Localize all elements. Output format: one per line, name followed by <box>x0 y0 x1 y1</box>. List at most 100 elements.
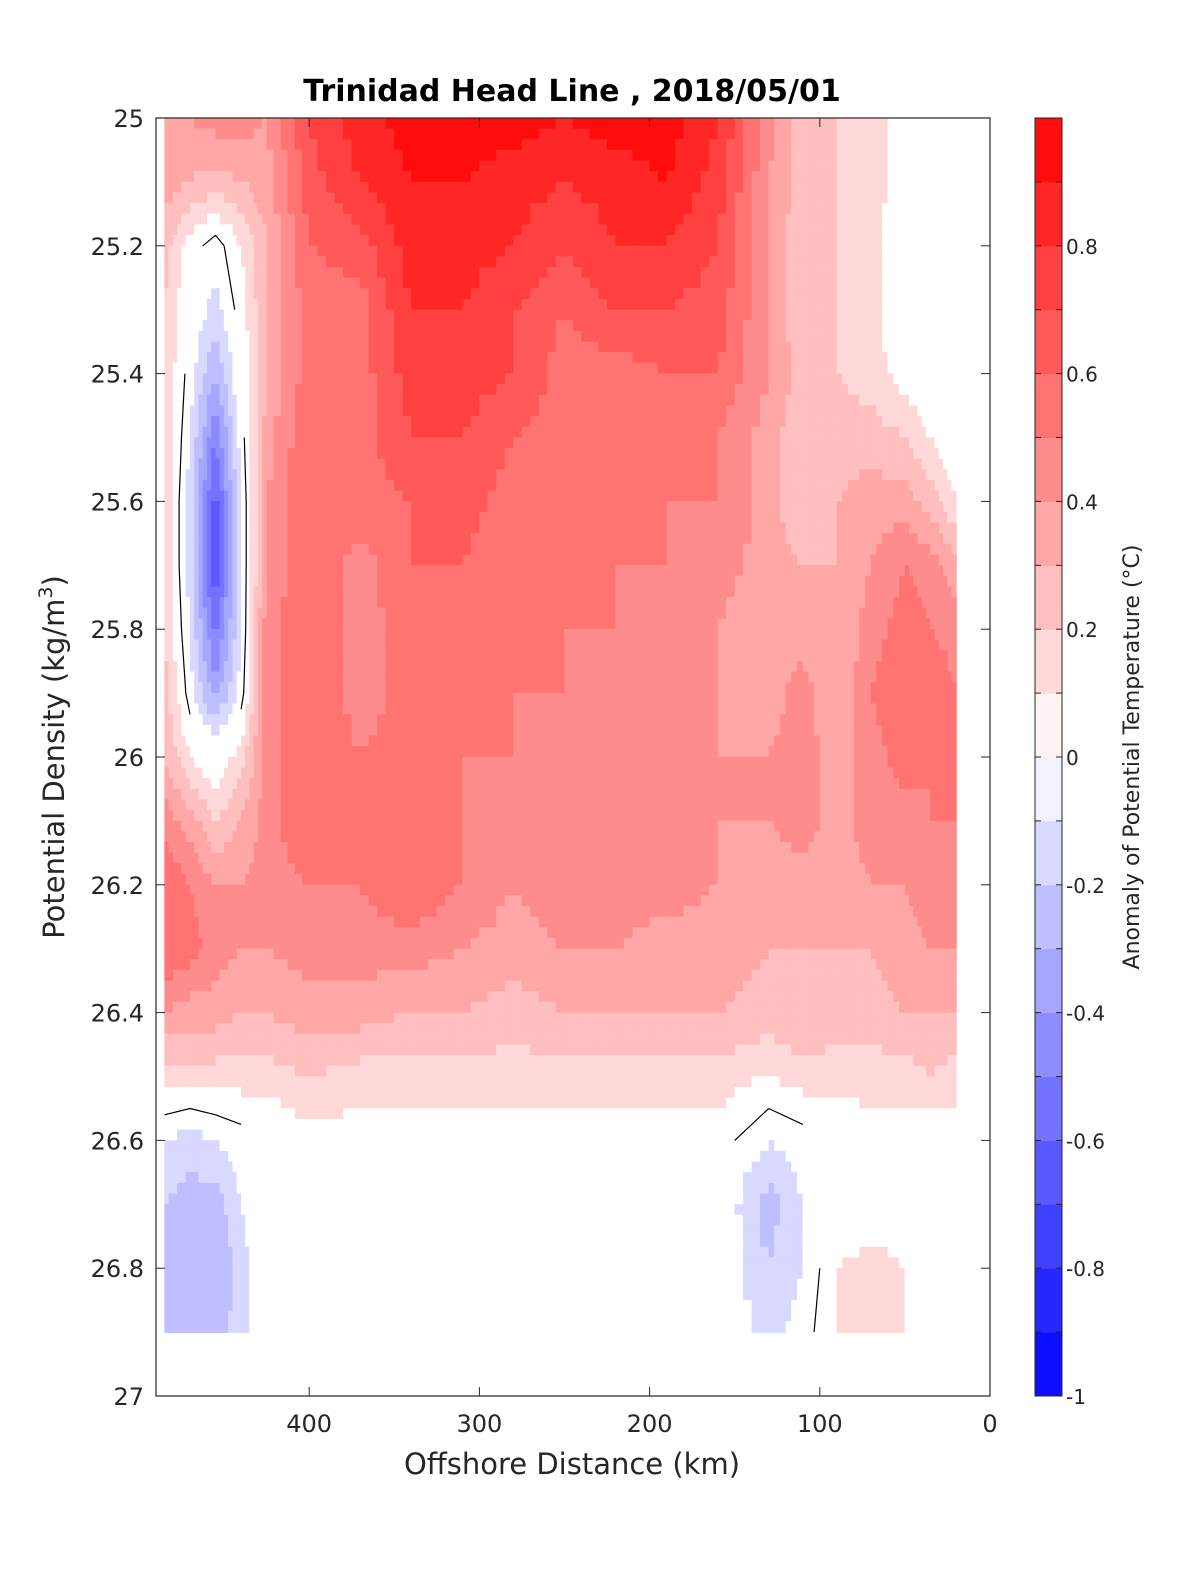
contour-cell <box>876 501 883 513</box>
contour-cell <box>377 118 387 130</box>
contour-cell <box>343 192 353 204</box>
contour-cell <box>487 224 498 236</box>
contour-cell <box>368 479 379 492</box>
contour-cell <box>445 362 455 375</box>
contour-cell <box>768 426 776 439</box>
contour-cell <box>326 426 336 439</box>
contour-cell <box>893 298 900 311</box>
contour-cell <box>853 171 861 183</box>
contour-cell <box>876 298 883 311</box>
contour-cell <box>819 128 827 141</box>
contour-cell <box>470 213 481 226</box>
contour-cell <box>334 266 344 279</box>
contour-cell <box>796 298 804 311</box>
contour-cell <box>360 277 370 290</box>
contour-cell <box>402 298 413 311</box>
contour-cell <box>419 394 430 407</box>
contour-cell <box>623 405 634 417</box>
contour-cell <box>496 224 506 236</box>
contour-cell <box>691 139 702 151</box>
contour-cell <box>657 181 668 194</box>
contour-cell <box>273 288 282 300</box>
contour-cell <box>796 554 804 567</box>
contour-cell <box>589 458 600 471</box>
contour-cell <box>334 234 344 247</box>
contour-cell <box>802 373 810 386</box>
contour-cell <box>377 171 387 183</box>
contour-cell <box>785 511 793 524</box>
contour-cell <box>402 479 413 492</box>
contour-cell <box>700 256 710 268</box>
contour-cell <box>530 384 540 396</box>
contour-cell <box>513 490 523 503</box>
contour-cell <box>649 384 659 396</box>
contour-cell <box>899 277 906 290</box>
contour-cell <box>768 245 776 258</box>
contour-cell <box>368 288 379 300</box>
contour-cell <box>870 373 878 386</box>
contour-cell <box>504 192 515 204</box>
contour-cell <box>951 181 957 194</box>
contour-cell <box>487 128 498 141</box>
contour-cell <box>436 405 447 417</box>
contour-cell <box>411 501 421 513</box>
contour-cell <box>734 384 744 396</box>
contour-cell <box>813 373 821 386</box>
contour-cell <box>796 458 804 471</box>
contour-cell <box>615 543 625 556</box>
contour-cell <box>709 352 719 364</box>
contour-cell <box>709 277 719 290</box>
contour-cell <box>445 118 455 130</box>
contour-cell <box>581 469 591 481</box>
contour-cell <box>280 213 289 226</box>
contour-cell <box>538 266 549 279</box>
contour-cell <box>700 118 710 130</box>
contour-cell <box>496 490 506 503</box>
contour-cell <box>462 234 472 247</box>
contour-cell <box>623 245 634 258</box>
contour-cell <box>808 245 815 258</box>
contour-cell <box>743 245 753 258</box>
contour-cell <box>513 405 523 417</box>
contour-cell <box>751 224 761 236</box>
contour-cell <box>876 416 883 428</box>
contour-cell <box>521 139 532 151</box>
contour-cell <box>479 149 489 162</box>
contour-cell <box>683 416 693 428</box>
contour-cell <box>876 554 883 567</box>
contour-cell <box>360 203 370 215</box>
contour-cell <box>751 181 761 194</box>
contour-cell <box>717 149 727 162</box>
contour-cell <box>760 362 770 375</box>
contour-cell <box>666 543 676 556</box>
contour-cell <box>887 160 895 173</box>
contour-cell <box>876 543 883 556</box>
contour-cell <box>674 469 685 481</box>
contour-cell <box>280 320 289 332</box>
contour-cell <box>632 139 642 151</box>
contour-cell <box>666 479 676 492</box>
contour-cell <box>402 352 413 364</box>
contour-cell <box>819 118 827 130</box>
contour-cell <box>623 469 634 481</box>
contour-cell <box>743 426 753 439</box>
contour-cell <box>343 160 353 173</box>
contour-cell <box>294 330 303 343</box>
contour-cell <box>848 384 855 396</box>
contour-cell <box>734 479 744 492</box>
contour-cell <box>882 245 889 258</box>
contour-cell <box>462 256 472 268</box>
contour-cell <box>280 139 289 151</box>
contour-cell <box>360 192 370 204</box>
contour-cell <box>453 543 464 556</box>
contour-cell <box>819 554 827 567</box>
contour-cell <box>768 234 776 247</box>
contour-cell <box>760 213 770 226</box>
contour-cell <box>887 543 895 556</box>
contour-cell <box>691 160 702 173</box>
contour-cell <box>802 245 810 258</box>
contour-cell <box>709 490 719 503</box>
contour-cell <box>606 203 617 215</box>
contour-cell <box>479 533 489 545</box>
contour-cell <box>487 245 498 258</box>
